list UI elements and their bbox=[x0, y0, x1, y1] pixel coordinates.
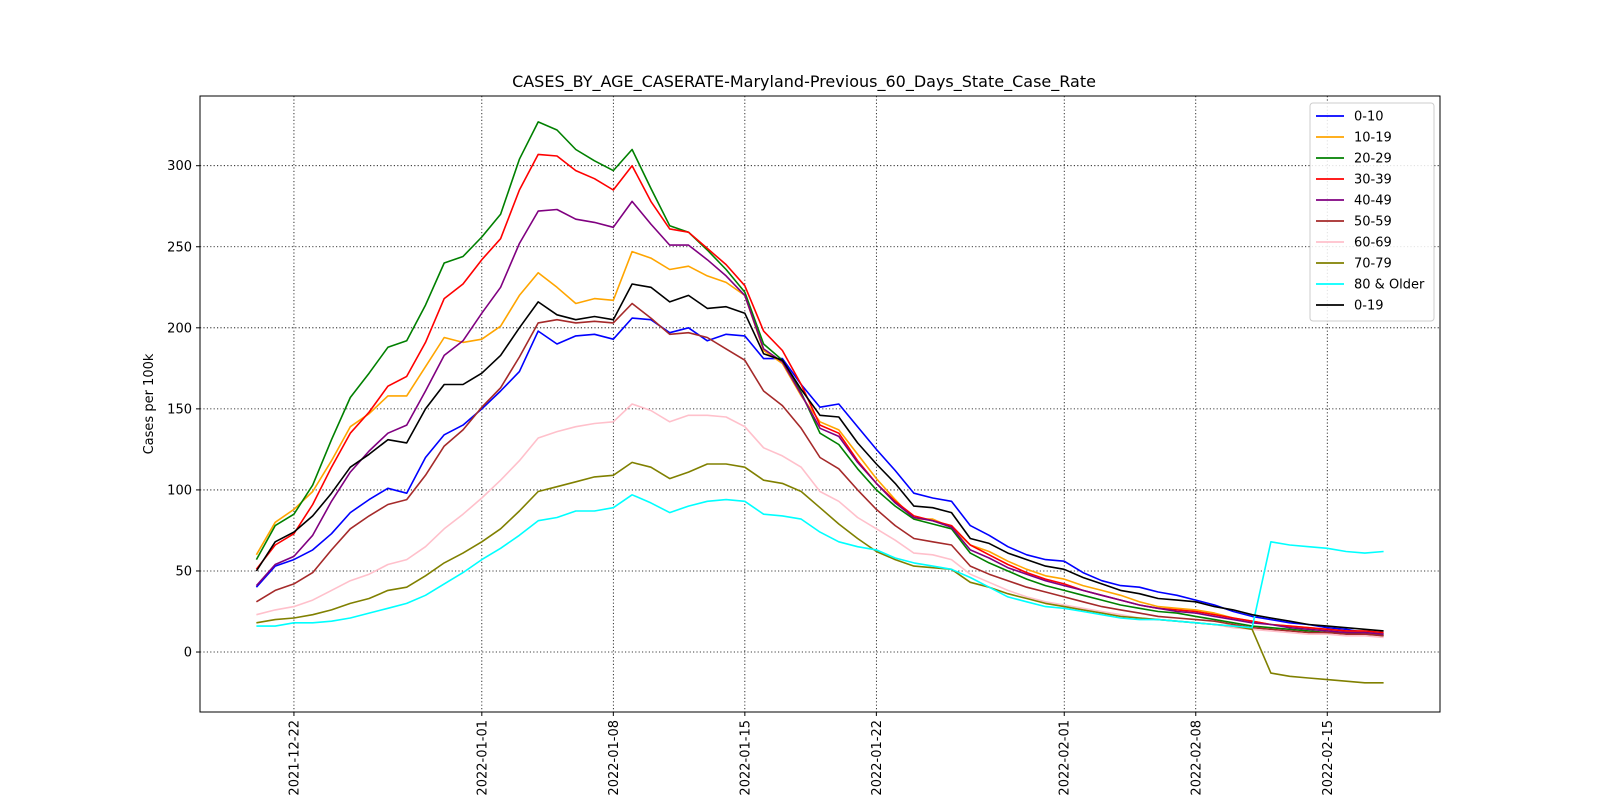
legend: 0-10 10-19 20-29 30-39 40-49 50-59 60-69 70-79 8… bbox=[1309, 102, 1435, 322]
x-tick-label: 2022-02-08 bbox=[1189, 720, 1204, 796]
x-tick-label: 2022-02-15 bbox=[1321, 720, 1336, 796]
x-tick-label: 2022-02-01 bbox=[1058, 720, 1073, 796]
plot-frame bbox=[199, 95, 1441, 713]
y-axis-title: Cases per 100k bbox=[142, 353, 157, 454]
legend-label: 70-79 bbox=[1354, 257, 1392, 272]
legend-label: 0-10 bbox=[1354, 110, 1384, 125]
x-tick-label: 2022-01-15 bbox=[738, 720, 753, 796]
x-tick-label: 2022-01-22 bbox=[870, 720, 885, 796]
series-line-20-29 bbox=[255, 121, 1384, 637]
series-line-60-69 bbox=[256, 403, 1384, 639]
series-line-0-19 bbox=[255, 283, 1384, 632]
legend-label: 10-19 bbox=[1354, 131, 1392, 146]
y-tick-label: 250 bbox=[167, 240, 192, 255]
series-line-80-older bbox=[256, 493, 1384, 629]
series-lines bbox=[255, 121, 1384, 684]
y-tick-label: 300 bbox=[167, 159, 192, 174]
legend-label: 30-39 bbox=[1354, 173, 1392, 188]
legend-label: 0-19 bbox=[1354, 299, 1384, 314]
y-tick-label: 150 bbox=[167, 402, 192, 417]
x-tick-label: 2022-01-01 bbox=[475, 720, 490, 796]
x-tick-label: 2021-12-22 bbox=[287, 720, 302, 796]
legend-label: 20-29 bbox=[1354, 152, 1392, 167]
y-tick-label: 100 bbox=[167, 483, 192, 498]
y-axis: 0 50 100 150 200 250 300 bbox=[167, 159, 200, 661]
chart-title: CASES_BY_AGE_CASERATE-Maryland-Previous_… bbox=[512, 72, 1096, 92]
series-line-70-79 bbox=[256, 461, 1384, 684]
series-line-50-59 bbox=[255, 302, 1384, 637]
y-tick-label: 0 bbox=[184, 646, 192, 661]
x-tick-label: 2022-01-08 bbox=[607, 720, 622, 796]
grid-lines bbox=[200, 96, 1440, 712]
legend-label: 60-69 bbox=[1354, 236, 1392, 251]
series-line-30-39 bbox=[255, 153, 1384, 634]
x-axis: 2021-12-22 2022-01-01 2022-01-08 2022-01-15… bbox=[287, 712, 1336, 796]
y-tick-label: 200 bbox=[167, 321, 192, 336]
legend-label: 40-49 bbox=[1354, 194, 1392, 209]
series-line-0-10 bbox=[255, 317, 1384, 635]
series-line-10-19 bbox=[255, 250, 1384, 635]
legend-label: 50-59 bbox=[1354, 215, 1392, 230]
y-tick-label: 50 bbox=[175, 564, 192, 579]
legend-label: 80 & Older bbox=[1354, 278, 1425, 293]
series-line-40-49 bbox=[255, 200, 1384, 635]
